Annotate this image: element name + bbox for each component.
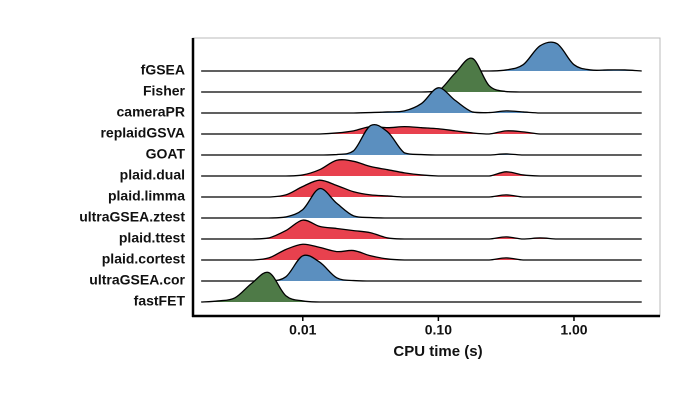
y-tick-label: replaidGSVA	[100, 125, 185, 141]
ridge-fill	[201, 159, 642, 176]
x-axis-title: CPU time (s)	[393, 343, 482, 360]
ridges	[201, 41, 642, 303]
y-tick-label: GOAT	[146, 146, 186, 162]
ridge-fill	[201, 87, 642, 113]
ridge-fill	[201, 126, 642, 134]
ridge-line	[201, 87, 642, 114]
y-tick-label: plaid.dual	[120, 167, 185, 183]
ridge-line	[201, 57, 642, 93]
y-tick-label: plaid.limma	[108, 188, 185, 204]
ridge-line	[201, 41, 642, 72]
x-tick-label: 1.00	[560, 322, 587, 338]
ridge-line	[201, 187, 642, 219]
ridge-line	[201, 123, 642, 156]
x-tick-label: 0.10	[425, 322, 452, 338]
ridge-fill	[201, 272, 642, 302]
ridge-line	[201, 271, 642, 303]
ridge-fill	[201, 180, 642, 197]
ridge-fill	[201, 255, 642, 281]
x-tick-label: 0.01	[289, 322, 316, 338]
ridge-line	[201, 243, 642, 261]
ridge-line	[201, 219, 642, 240]
y-tick-label: Fisher	[143, 83, 186, 99]
y-tick-label: fastFET	[134, 293, 186, 309]
y-tick-label: ultraGSEA.cor	[89, 272, 185, 288]
ridge-line	[201, 159, 642, 177]
y-tick-label: plaid.ttest	[119, 230, 185, 246]
ridge-fill	[201, 58, 642, 92]
ridge-line	[201, 125, 642, 135]
ridge-fill	[201, 188, 642, 218]
y-tick-label: fGSEA	[141, 62, 185, 78]
y-tick-label: ultraGSEA.ztest	[79, 209, 185, 225]
ridge-line	[201, 179, 642, 198]
y-tick-label: plaid.cortest	[102, 251, 186, 267]
ridge-fill	[201, 220, 642, 239]
ridge-fill	[201, 244, 642, 260]
ridge-fill	[201, 42, 642, 71]
y-tick-label: cameraPR	[117, 104, 186, 120]
